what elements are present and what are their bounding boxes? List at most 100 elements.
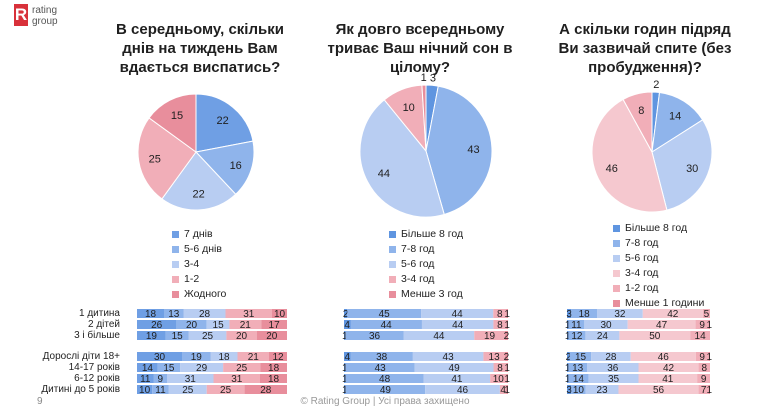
chart-3-bar-segment bbox=[567, 320, 569, 329]
chart-2-bar-label: 48 bbox=[379, 374, 391, 385]
chart-1-bar-label: 18 bbox=[145, 309, 157, 320]
chart-3-title-line: Ви зазвичай спите (без bbox=[558, 40, 732, 57]
legend-label: 1-2 год bbox=[625, 282, 659, 294]
chart-2-slice bbox=[421, 84, 427, 152]
chart-3-slice bbox=[651, 119, 713, 211]
chart-2-bar-label: 4 bbox=[345, 352, 351, 363]
chart-3-bar-segment bbox=[588, 374, 639, 383]
legend-swatch bbox=[389, 291, 396, 298]
chart-1-bar-segment bbox=[176, 320, 207, 329]
chart-1-bar-segment bbox=[256, 331, 287, 340]
chart-3-bar-segment bbox=[568, 331, 586, 340]
legend-label: 7-8 год bbox=[401, 243, 435, 255]
chart-3-slice-label: 30 bbox=[686, 163, 698, 175]
legend-swatch bbox=[613, 300, 620, 307]
legend-swatch bbox=[613, 270, 620, 277]
chart-1-bar-label: 26 bbox=[151, 320, 163, 331]
chart-3-bar-segment bbox=[584, 320, 628, 329]
chart-2-bar-label: 8 bbox=[497, 309, 503, 320]
chart-1-bar-segment bbox=[206, 385, 245, 394]
chart-3-bar-segment bbox=[585, 331, 620, 340]
chart-1-bar-label: 11 bbox=[140, 374, 151, 385]
chart-3-bar-label: 7 bbox=[701, 385, 707, 396]
chart-3-bar-segment bbox=[618, 385, 699, 394]
chart-1-bar-label: 13 bbox=[168, 309, 180, 320]
rating-group-logo: R rating group bbox=[14, 4, 84, 32]
chart-2-legend-item: Менше 3 год bbox=[389, 287, 463, 302]
chart-2-bar-segment bbox=[344, 374, 346, 383]
chart-1-bar-segment bbox=[137, 363, 158, 372]
chart-1-bar-label: 20 bbox=[266, 331, 278, 342]
chart-1-bar-label: 19 bbox=[146, 331, 158, 342]
chart-3-bar-label: 46 bbox=[658, 352, 670, 363]
chart-3-bar-segment bbox=[690, 331, 710, 340]
chart-3-slice bbox=[651, 91, 704, 153]
chart-1-bar-segment bbox=[213, 374, 260, 383]
chart-2-bar-label: 13 bbox=[489, 352, 501, 363]
chart-3-bar-label: 30 bbox=[600, 320, 612, 331]
chart-3-bar-segment bbox=[567, 331, 569, 340]
legend-swatch bbox=[172, 276, 179, 283]
chart-1-bar-segment bbox=[226, 331, 257, 340]
chart-3-bar-label: 15 bbox=[575, 352, 587, 363]
chart-1-bar-label: 17 bbox=[269, 320, 281, 331]
chart-2-bar-segment bbox=[506, 320, 508, 329]
chart-1-bar-segment bbox=[260, 374, 287, 383]
chart-3-legend-item: Менше 1 години bbox=[613, 296, 704, 311]
chart-3-bar-segment bbox=[708, 385, 710, 394]
chart-3-bar-segment bbox=[697, 374, 710, 383]
row-label: 14-17 років bbox=[68, 362, 120, 373]
row-label: 6-12 років bbox=[74, 373, 120, 384]
chart-1-bar-label: 15 bbox=[172, 331, 184, 342]
logo-text-rating: rating bbox=[32, 5, 58, 16]
row-label: Дорослі діти 18+ bbox=[42, 351, 120, 362]
chart-1-bar-label: 10 bbox=[139, 385, 151, 396]
chart-3-bar-segment bbox=[642, 309, 703, 318]
chart-1-bar-segment bbox=[137, 309, 164, 318]
chart-3-bar-label: 47 bbox=[656, 320, 668, 331]
chart-2-bar-segment bbox=[506, 363, 508, 372]
chart-2-bar-label: 43 bbox=[443, 352, 455, 363]
chart-2-bar-label: 38 bbox=[376, 352, 388, 363]
chart-1-bar-label: 28 bbox=[260, 385, 272, 396]
chart-1-bar-label: 20 bbox=[236, 331, 248, 342]
chart-3-bar-label: 1 bbox=[707, 385, 713, 396]
chart-1-bar-segment bbox=[164, 309, 184, 318]
chart-1-slice bbox=[195, 140, 255, 195]
chart-2-bar-segment bbox=[344, 385, 346, 394]
legend-label: 3-4 год bbox=[401, 273, 435, 285]
chart-1-bar-segment bbox=[168, 385, 207, 394]
chart-3-bar-segment bbox=[567, 309, 572, 318]
chart-3-bar-label: 56 bbox=[653, 385, 665, 396]
row-label: 2 дітей bbox=[87, 319, 120, 330]
chart-3-bar-segment bbox=[702, 309, 710, 318]
chart-2-bar-segment bbox=[344, 352, 351, 361]
chart-1-slice bbox=[148, 93, 197, 153]
chart-3-bar-label: 1 bbox=[707, 320, 713, 331]
chart-2-slice-label: 3 bbox=[430, 72, 436, 84]
chart-3-bar-label: 32 bbox=[614, 309, 626, 320]
chart-2-bar-label: 45 bbox=[379, 309, 391, 320]
chart-3-bar-label: 18 bbox=[579, 309, 591, 320]
chart-2-bar-label: 19 bbox=[484, 331, 496, 342]
chart-3-bar-segment bbox=[591, 352, 631, 361]
legend-swatch bbox=[613, 285, 620, 292]
chart-3-bar-label: 1 bbox=[565, 320, 571, 331]
chart-1-bar-segment bbox=[269, 352, 287, 361]
chart-3-bar-label: 8 bbox=[702, 363, 708, 374]
row-label: 3 і більше bbox=[74, 330, 120, 341]
chart-3-bar-label: 1 bbox=[565, 331, 571, 342]
chart-2-bar-label: 8 bbox=[497, 320, 503, 331]
chart-1-title: В середньому, скільки днів на тиждень Ва… bbox=[95, 20, 305, 77]
chart-2-bar-label: 4 bbox=[500, 385, 506, 396]
chart-1-bar-label: 31 bbox=[185, 374, 197, 385]
legend-swatch bbox=[172, 261, 179, 268]
chart-3-bar-segment bbox=[567, 352, 570, 361]
chart-1-bar-label: 25 bbox=[236, 363, 248, 374]
chart-2-bar-label: 1 bbox=[504, 320, 510, 331]
chart-2-bar-label: 1 bbox=[504, 309, 510, 320]
chart-3-title-line: пробудження)? bbox=[588, 59, 702, 76]
chart-3-legend: Більше 8 год 7-8 год 5-6 год 3-4 год 1-2 год… bbox=[613, 221, 704, 311]
chart-3-legend-item: 1-2 год bbox=[613, 281, 704, 296]
chart-2-slice bbox=[425, 85, 493, 216]
